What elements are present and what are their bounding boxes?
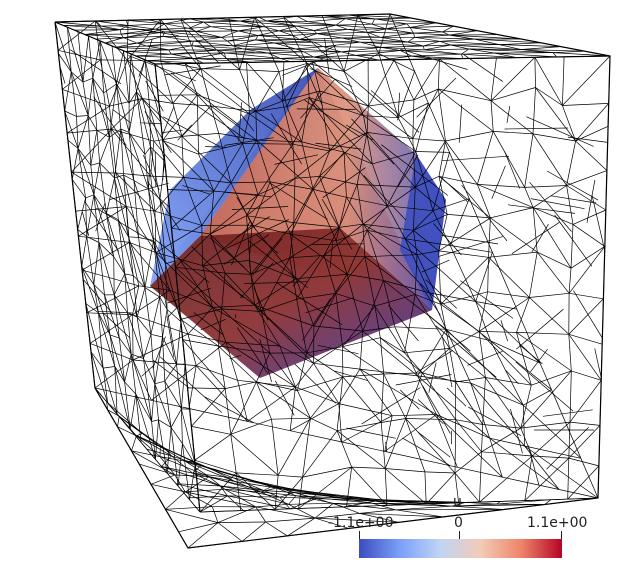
colorbar-mid-label: 0 [454,515,463,531]
colorbar-tick-max [561,531,562,539]
colorbar-max-label: 1.1e+00 [527,515,588,531]
colorbar-tick-min [359,531,360,539]
colorbar-tick-mid [459,531,460,539]
colorbar-title: u [453,494,462,510]
colorbar-gradient [359,539,562,558]
colorbar-min-label: -1.1e+00 [328,515,394,531]
outer-box-outline [54,13,611,549]
